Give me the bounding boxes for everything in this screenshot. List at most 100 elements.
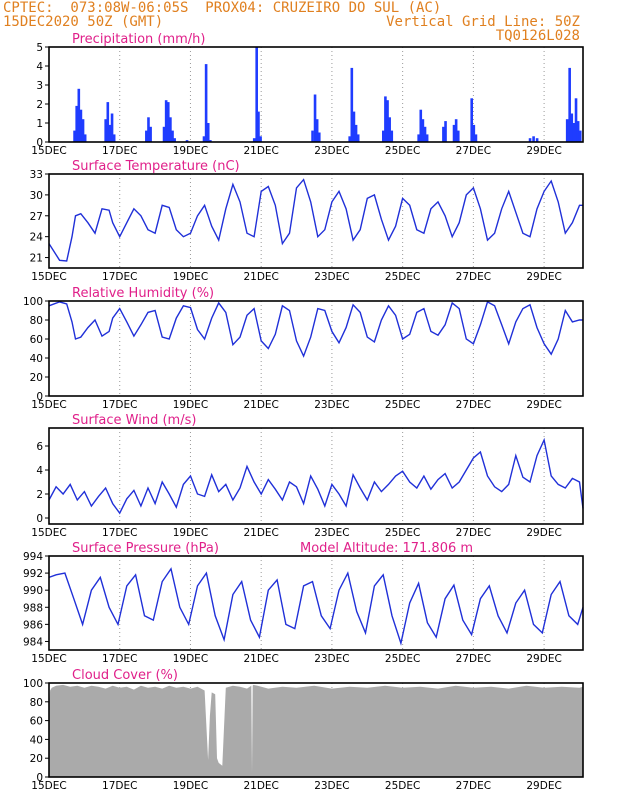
x-tick-label: 21DEC — [243, 399, 278, 411]
precip-bar — [354, 124, 358, 142]
precip-bar — [169, 117, 172, 142]
y-tick-label: 20 — [30, 753, 43, 765]
x-tick-label: 15DEC — [31, 145, 66, 157]
precip-bar — [425, 134, 429, 142]
precip-bar — [417, 134, 420, 142]
precip-bar — [350, 67, 354, 142]
header-model-code: TQ0126L028 — [495, 28, 580, 44]
x-tick-label: 21DEC — [243, 527, 278, 539]
precip-bar — [444, 121, 447, 142]
precip-bar — [474, 134, 478, 142]
precip-bar — [202, 136, 206, 142]
x-tick-label: 21DEC — [243, 780, 278, 792]
precip-bar — [384, 96, 387, 142]
wind-series-line — [48, 437, 584, 515]
temp-title: Surface Temperature (nC) — [72, 159, 240, 174]
precip-bar — [356, 134, 360, 142]
rh-title: Relative Humidity (%) — [72, 286, 214, 301]
x-tick-label: 15DEC — [31, 780, 66, 792]
x-tick-label: 21DEC — [243, 653, 278, 665]
precip-bar — [255, 47, 258, 142]
precip-bar — [252, 138, 256, 142]
precip-bar — [532, 136, 535, 142]
precip-bar — [83, 134, 87, 142]
x-tick-label: 27DEC — [456, 399, 491, 411]
x-tick-label: 23DEC — [314, 399, 349, 411]
precip-bar — [110, 113, 114, 142]
precip-bar — [73, 130, 76, 142]
y-tick-label: 80 — [30, 697, 43, 709]
x-tick-label: 25DEC — [385, 145, 420, 157]
rh-series-line — [48, 300, 583, 358]
x-tick-label: 17DEC — [102, 653, 137, 665]
precip-bar — [442, 126, 445, 142]
precip-bar — [173, 138, 176, 142]
pressure-panel-frame — [48, 555, 584, 651]
x-tick-label: 29DEC — [526, 145, 561, 157]
y-tick-label: 992 — [23, 568, 43, 580]
pressure-title: Surface Pressure (hPa) — [72, 541, 219, 556]
header-station: CPTEC: 073:08W-06:05S PROX04: CRUZEIRO D… — [3, 0, 442, 16]
y-tick-label: 60 — [30, 716, 43, 728]
precip-bar — [75, 105, 78, 142]
x-tick-label: 29DEC — [526, 271, 561, 283]
precip-bar — [209, 140, 212, 142]
precip-bar — [185, 140, 189, 142]
y-tick-label: 24 — [30, 232, 44, 244]
y-tick-label: 40 — [30, 353, 43, 365]
precip-bar — [149, 126, 152, 142]
x-tick-label: 27DEC — [456, 780, 491, 792]
x-tick-label: 25DEC — [385, 653, 420, 665]
precip-bar — [104, 119, 107, 142]
y-tick-label: 100 — [23, 296, 43, 308]
precip-bar — [162, 126, 166, 142]
precip-bar — [572, 123, 576, 142]
precip-bar — [81, 119, 85, 142]
x-tick-label: 23DEC — [314, 527, 349, 539]
x-tick-label: 23DEC — [314, 780, 349, 792]
precip-bar — [77, 88, 81, 142]
x-tick-label: 19DEC — [173, 653, 208, 665]
wind-panel-frame — [48, 427, 584, 525]
precip-bar — [388, 117, 391, 142]
y-tick-label: 3 — [36, 80, 43, 92]
y-tick-label: 2 — [36, 99, 43, 111]
x-tick-label: 29DEC — [526, 780, 561, 792]
precip-bar — [390, 130, 394, 142]
x-tick-label: 17DEC — [102, 399, 137, 411]
precip-bar — [568, 67, 571, 142]
header-grid-note: Vertical Grid Line: 50Z — [386, 14, 580, 30]
y-tick-label: 984 — [23, 636, 43, 648]
x-tick-label: 25DEC — [385, 780, 420, 792]
precip-bar — [108, 124, 112, 142]
precip-bar — [421, 119, 425, 142]
x-tick-label: 21DEC — [243, 145, 278, 157]
x-tick-label: 15DEC — [31, 399, 66, 411]
x-tick-label: 21DEC — [243, 271, 278, 283]
x-tick-label: 25DEC — [385, 399, 420, 411]
cloud-panel-frame — [48, 682, 584, 778]
x-tick-label: 19DEC — [173, 780, 208, 792]
x-tick-label: 23DEC — [314, 145, 349, 157]
precip-panel-frame — [48, 46, 584, 143]
precip-title: Precipitation (mm/h) — [72, 32, 205, 47]
y-tick-label: 994 — [23, 551, 43, 563]
precip-bar — [454, 119, 458, 142]
precip-bar — [535, 138, 539, 142]
x-tick-label: 19DEC — [173, 399, 208, 411]
y-tick-label: 0 — [36, 513, 43, 525]
x-tick-label: 25DEC — [385, 271, 420, 283]
y-tick-label: 5 — [36, 42, 43, 54]
wind-title: Surface Wind (m/s) — [72, 413, 196, 428]
x-tick-label: 23DEC — [314, 271, 349, 283]
y-tick-label: 80 — [30, 315, 43, 327]
y-tick-label: 21 — [30, 253, 43, 265]
cloud-cover-area — [49, 684, 583, 777]
precip-bar — [311, 130, 314, 142]
y-tick-label: 20 — [30, 372, 43, 384]
y-tick-label: 6 — [36, 441, 43, 453]
y-tick-label: 2 — [36, 489, 43, 501]
y-tick-label: 100 — [23, 678, 43, 690]
precip-bar — [257, 111, 260, 142]
temp-series-line — [48, 178, 583, 262]
